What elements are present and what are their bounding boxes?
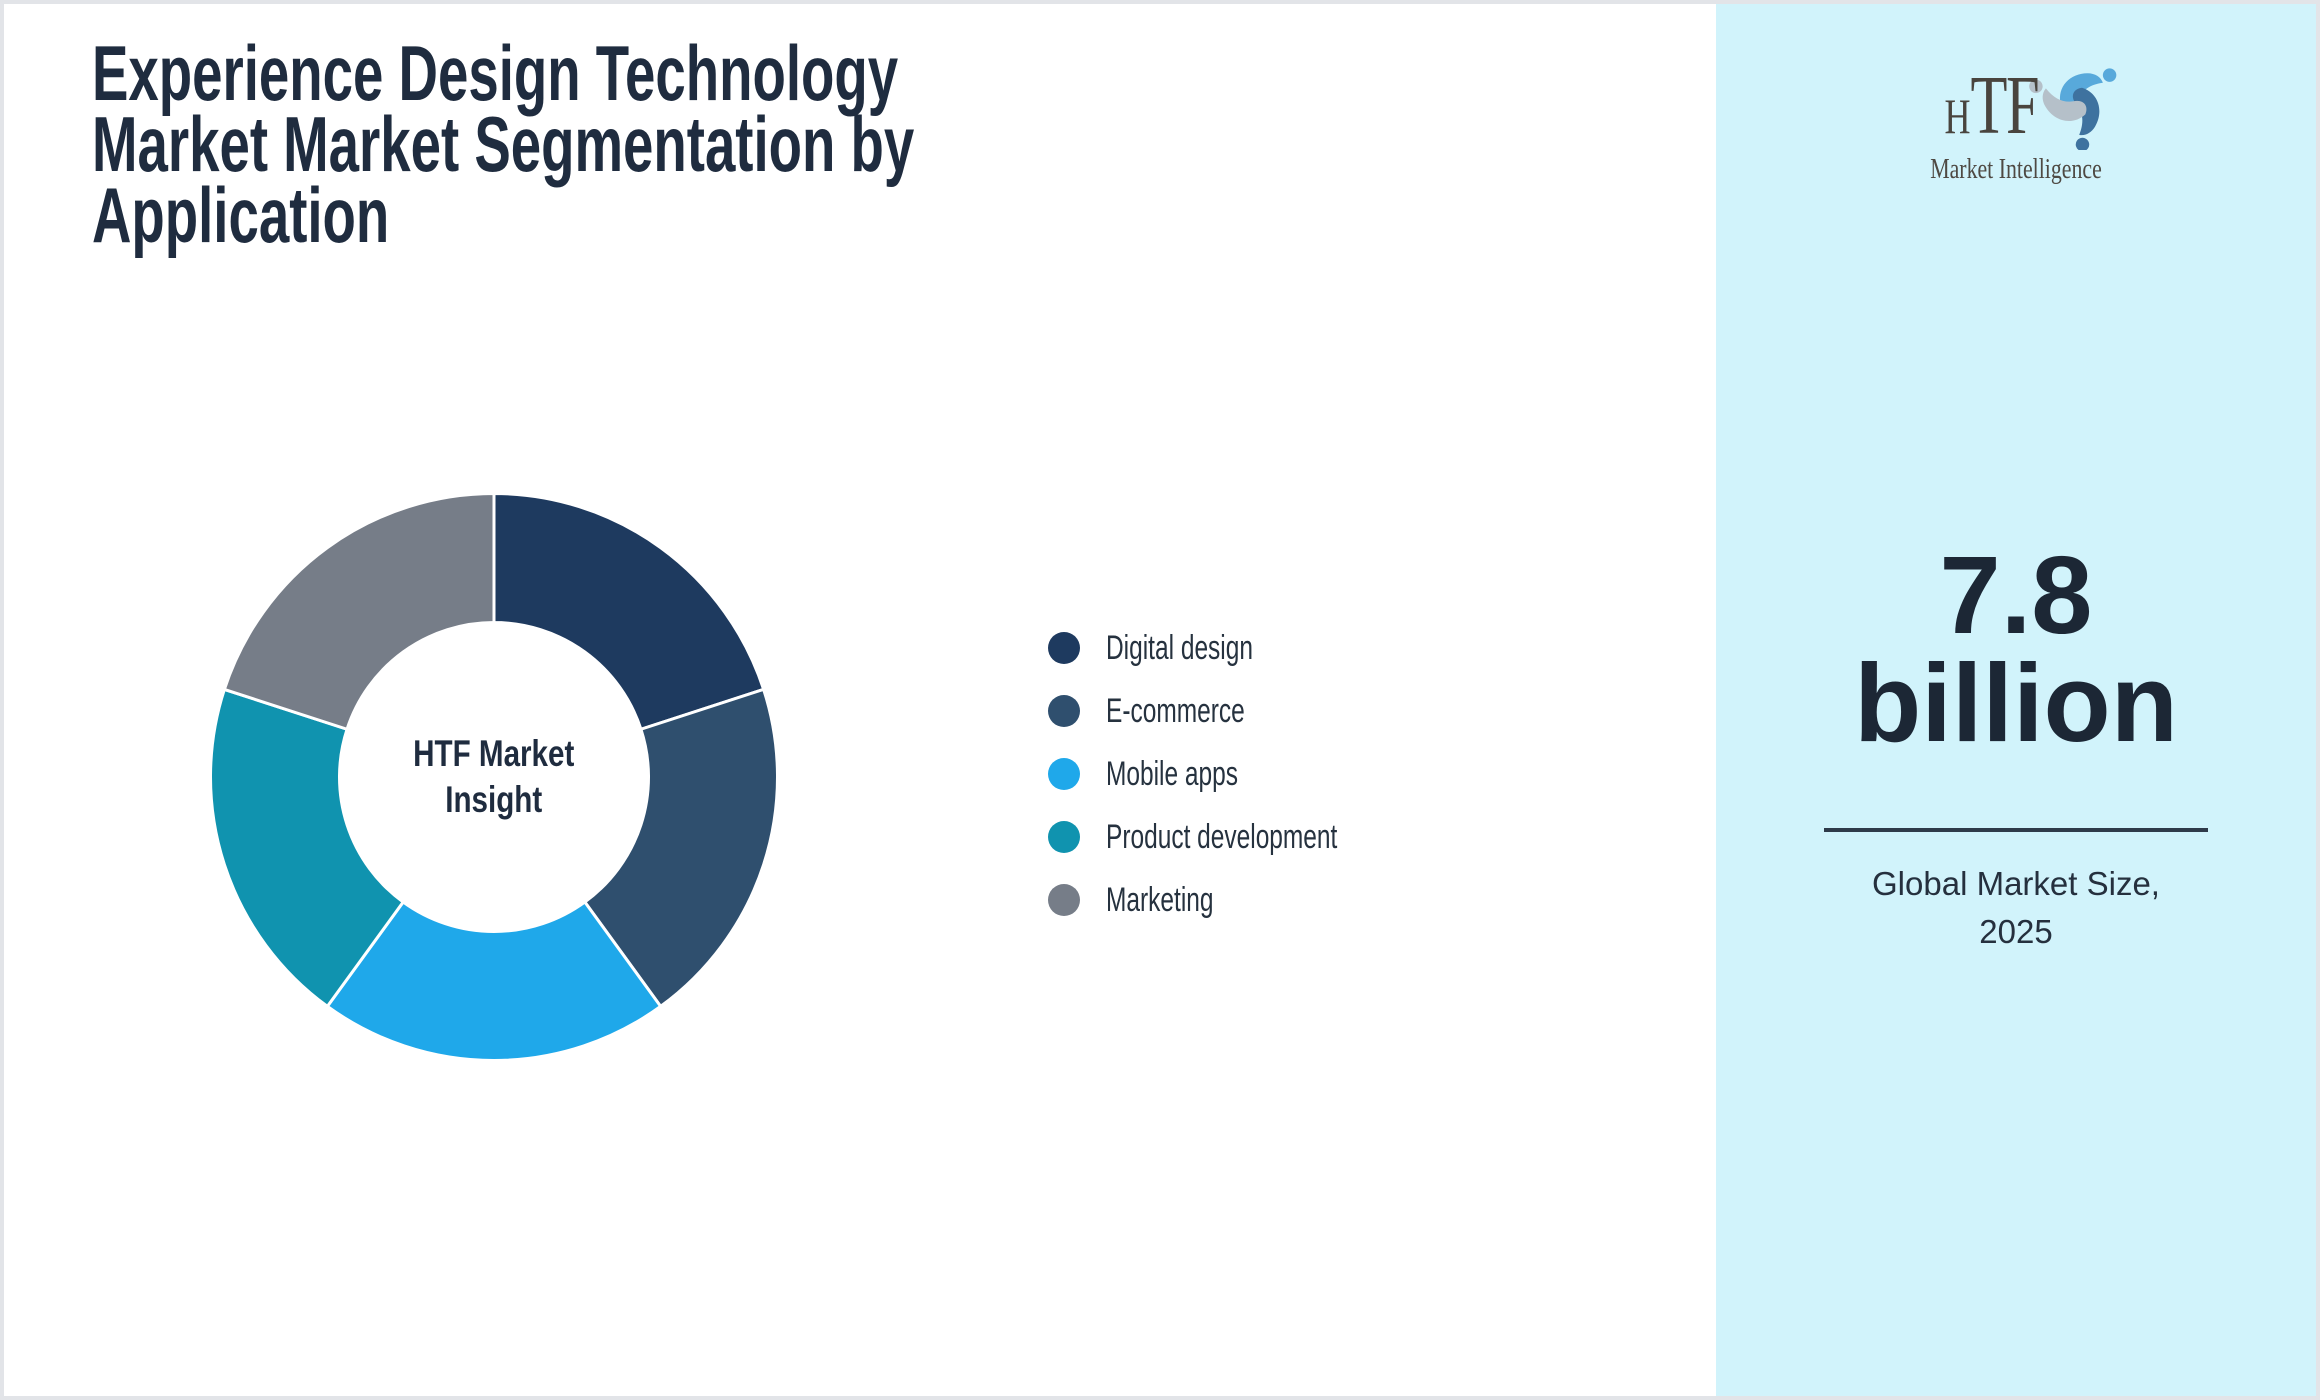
legend-color-dot (1048, 758, 1080, 790)
market-size-panel: HTF Market Intelligence 7.8 billion (1716, 4, 2316, 1396)
donut-slice-marketing (222, 492, 496, 731)
legend-item-mobile-apps: Mobile apps (1048, 755, 1427, 793)
legend-color-dot (1048, 884, 1080, 916)
market-size-stat: 7.8 billion (1716, 534, 2316, 765)
donut-slice-digital-design (492, 492, 766, 731)
market-size-unit: billion (1854, 642, 2178, 765)
legend-item-marketing: Marketing (1048, 881, 1427, 919)
page-title: Experience Design Technology Market Mark… (92, 29, 915, 259)
legend-label: Marketing (1106, 880, 1214, 919)
donut-chart-svg (209, 492, 779, 1062)
htf-logo-subtext: Market Intelligence (1930, 154, 2102, 185)
legend-label: Mobile apps (1106, 754, 1239, 793)
htf-logo-text: HTF (1944, 57, 2039, 154)
donut-slice-mobile-apps (325, 900, 663, 1062)
legend-label: Digital design (1106, 628, 1253, 667)
htf-logo-letter-h: H (1944, 88, 1971, 144)
stat-caption: Global Market Size, 2025 (1872, 865, 2160, 950)
legend-item-digital-design: Digital design (1048, 629, 1427, 667)
market-size-value: 7.8 (1939, 534, 2093, 657)
legend-color-dot (1048, 821, 1080, 853)
donut-slice-e-commerce (583, 687, 779, 1008)
stat-divider (1824, 828, 2208, 832)
legend-label: Product development (1106, 817, 1338, 856)
legend-item-product-development: Product development (1048, 818, 1427, 856)
chart-legend: Digital design E-commerce Mobile apps Produ… (1048, 629, 1427, 947)
donut-chart: HTF Market Insight (209, 492, 779, 1062)
legend-item-e-commerce: E-commerce (1048, 692, 1427, 730)
legend-label: E-commerce (1106, 691, 1245, 730)
donut-slice-product-development (209, 687, 405, 1008)
legend-color-dot (1048, 632, 1080, 664)
htf-logo-swirl-icon (2029, 68, 2117, 150)
htf-logo: HTF (1716, 54, 2316, 152)
legend-color-dot (1048, 695, 1080, 727)
htf-logo-letters-tf: TF (1970, 59, 2039, 152)
